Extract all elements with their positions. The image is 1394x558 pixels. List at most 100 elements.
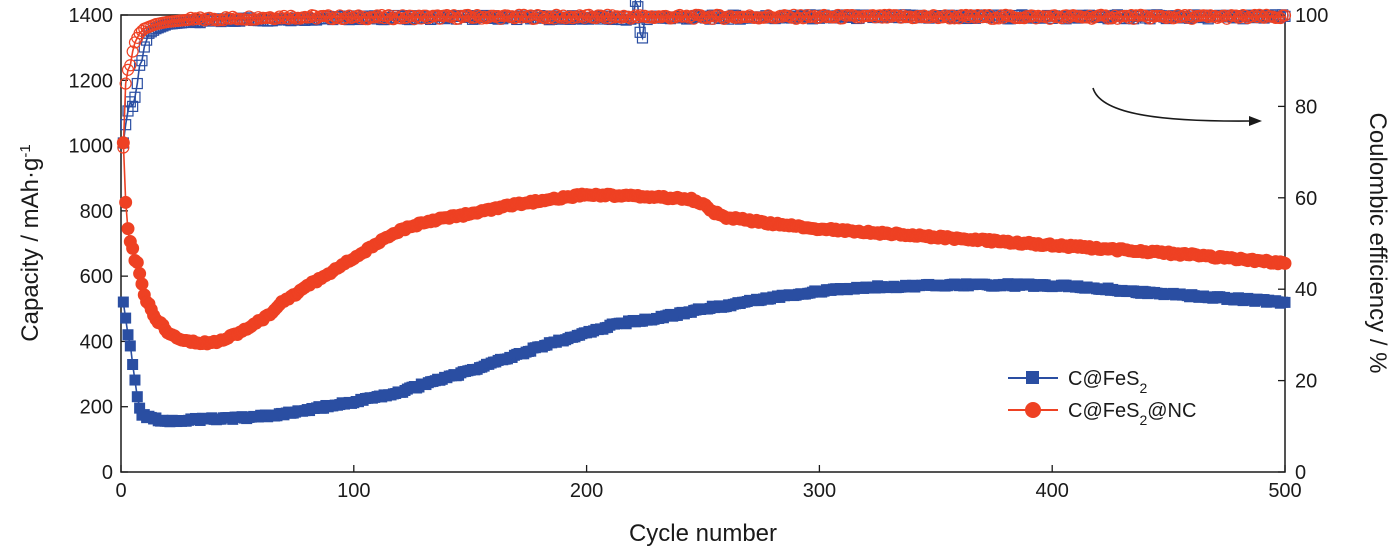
capacity-point [131, 391, 143, 403]
y-right-tick-label: 20 [1295, 371, 1317, 393]
efficiency-point [599, 11, 612, 25]
efficiency-point [431, 9, 444, 22]
efficiency-point [966, 10, 980, 23]
efficiency-point [373, 11, 386, 24]
capacity-point [133, 267, 147, 281]
efficiency-point [883, 8, 896, 21]
efficiency-point [771, 11, 784, 24]
y-right-tick-label: 0 [1295, 462, 1306, 484]
legend-marker-square [1026, 371, 1039, 384]
capacity-point [116, 136, 130, 150]
efficiency-point [1204, 9, 1217, 22]
y-right-tick-label: 80 [1295, 96, 1317, 118]
capacity-point [1278, 256, 1292, 270]
y-axis-right: 0 20 40 60 80 100 [1278, 5, 1328, 484]
efficiency-point [1246, 10, 1259, 23]
efficiency-point [1108, 9, 1122, 22]
efficiency-point [552, 10, 565, 23]
y-axis-right-title: Coulombic efficiency / % [1364, 113, 1391, 374]
efficiency-point [1248, 8, 1261, 22]
efficiency-point [478, 10, 491, 23]
efficiency-point [817, 8, 831, 22]
efficiency-point [468, 11, 481, 24]
y-left-tick-label: 1200 [69, 70, 114, 92]
efficiency-point [759, 11, 772, 24]
efficiency-point [708, 10, 721, 23]
y-axis-left-title: Capacity / mAh·g-1 [17, 144, 45, 341]
efficiency-point [1041, 10, 1054, 23]
efficiency-point [340, 11, 353, 24]
efficiency-point [945, 9, 959, 22]
efficiency-point [701, 11, 714, 24]
efficiency-point [741, 10, 754, 24]
y-left-tick-label: 1000 [69, 136, 114, 158]
efficiency-point [510, 11, 523, 24]
efficiency-point [182, 13, 195, 26]
x-tick-label: 100 [337, 480, 370, 502]
efficiency-point [501, 9, 514, 22]
legend-marker-circle [1025, 402, 1041, 418]
y-left-tick-label: 600 [80, 266, 113, 288]
efficiency-point [1081, 11, 1094, 24]
efficiency-point [929, 9, 942, 22]
efficiency-point [936, 11, 949, 24]
efficiency-point [876, 11, 889, 24]
efficiency-point [703, 10, 717, 23]
efficiency-point [948, 12, 961, 25]
efficiency-point [1106, 11, 1119, 24]
efficiency-point [512, 8, 526, 21]
y-left-tick-label: 800 [80, 201, 113, 223]
capacity-point [129, 374, 141, 386]
efficiency-axis-arrow [1092, 87, 1262, 126]
x-tick-label: 500 [1268, 480, 1301, 502]
efficiency-point [601, 8, 614, 21]
x-tick-label: 0 [115, 480, 126, 502]
capacity-point [124, 340, 136, 352]
efficiency-point [629, 9, 642, 22]
efficiency-point [249, 13, 263, 26]
efficiency-point [401, 11, 414, 24]
legend-label-c-fes2-sub: 2 [1139, 380, 1147, 396]
legend-label-c-fes2-nc-base: C@FeS [1068, 400, 1139, 422]
efficiency-point [1239, 9, 1252, 22]
y-right-tick-label: 60 [1295, 188, 1317, 210]
efficiency-point [636, 32, 649, 44]
efficiency-point [1125, 9, 1138, 22]
efficiency-point [992, 12, 1005, 25]
y-left-tick-label: 0 [102, 462, 113, 484]
efficiency-point [1027, 9, 1040, 22]
capacity-point [127, 359, 139, 371]
efficiency-point [273, 10, 286, 23]
efficiency-point [368, 11, 381, 24]
efficiency-point [131, 77, 143, 90]
capacity-point [122, 329, 134, 341]
efficiency-point [326, 12, 339, 26]
efficiency-point [119, 77, 132, 90]
efficiency-point [1218, 9, 1231, 22]
efficiency-point [191, 12, 204, 26]
efficiency-point [997, 11, 1010, 24]
efficiency-point [1202, 10, 1215, 24]
efficiency-point [645, 10, 658, 23]
efficiency-point [412, 9, 426, 22]
efficiency-point [1209, 10, 1222, 23]
efficiency-point [878, 8, 891, 22]
efficiency-point [557, 9, 570, 22]
y-axis-left-title-base: Capacity / mAh·g [17, 158, 44, 342]
efficiency-point [303, 11, 316, 24]
efficiency-point [564, 10, 577, 23]
efficiency-point [776, 10, 789, 23]
efficiency-point [252, 11, 265, 24]
y-right-tick-label: 100 [1295, 5, 1328, 27]
efficiency-point [959, 8, 973, 22]
legend-item-c-fes2: C@FeS2 [1008, 368, 1147, 396]
efficiency-point [685, 10, 698, 23]
efficiency-point [240, 13, 253, 26]
x-axis-title: Cycle number [629, 520, 777, 547]
efficiency-point [1141, 10, 1154, 24]
efficiency-point [275, 12, 288, 25]
efficiency-point [575, 10, 589, 23]
efficiency-point [224, 12, 237, 25]
efficiency-point [969, 11, 982, 24]
efficiency-point [126, 45, 139, 58]
